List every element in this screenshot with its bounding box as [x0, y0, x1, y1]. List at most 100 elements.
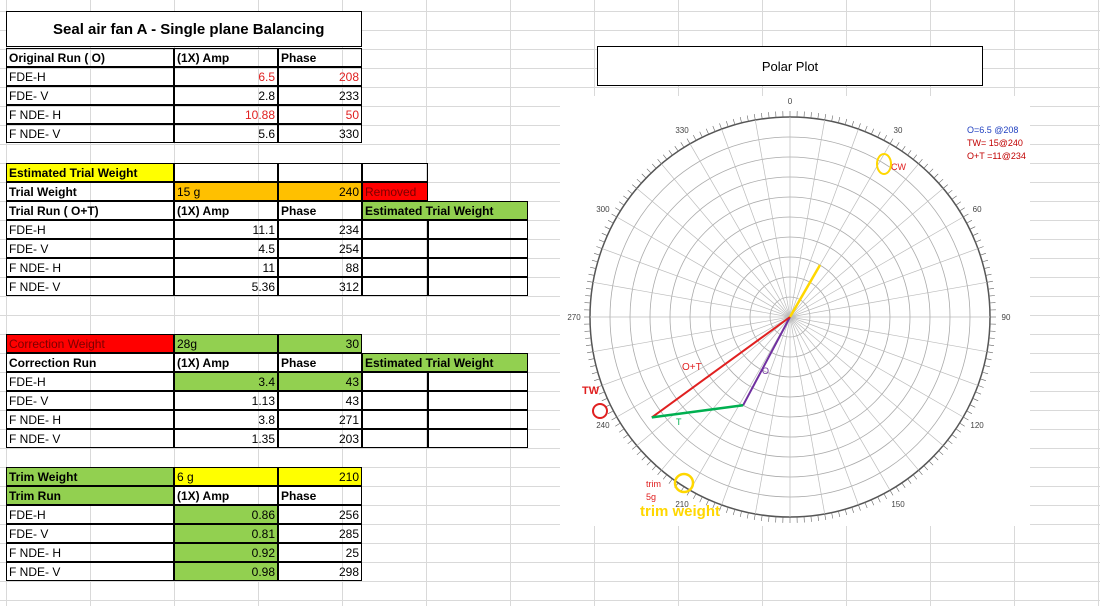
correction-row-amp[interactable]: 3.4 [174, 372, 278, 391]
polar-spoke [689, 143, 791, 318]
trial-weight-angle[interactable]: 240 [278, 182, 362, 201]
empty-cell[interactable] [428, 258, 528, 277]
correction-weight-label[interactable]: Correction Weight [6, 334, 174, 353]
original-row-amp[interactable]: 2.8 [174, 86, 278, 105]
correction-run-header-phase[interactable]: Phase [278, 353, 362, 372]
trial-row-label[interactable]: FDE-H [6, 220, 174, 239]
correction-run-header-estimate[interactable]: Estimated Trial Weight [362, 353, 528, 372]
trim-row-phase[interactable]: 25 [278, 543, 362, 562]
trim-row-amp[interactable]: 0.92 [174, 543, 278, 562]
trial-row-label[interactable]: F NDE- V [6, 277, 174, 296]
correction-row-amp[interactable]: 1.13 [174, 391, 278, 410]
original-row-amp[interactable]: 6.5 [174, 67, 278, 86]
empty-cell[interactable] [428, 410, 528, 429]
trim-row-amp[interactable]: 0.86 [174, 505, 278, 524]
polar-tick [623, 195, 629, 200]
correction-row-amp[interactable]: 3.8 [174, 410, 278, 429]
trim-row-phase[interactable]: 256 [278, 505, 362, 524]
trim-run-header-amp[interactable]: (1X) Amp [174, 486, 278, 505]
empty-cell[interactable] [174, 163, 278, 182]
trial-row-phase[interactable]: 88 [278, 258, 362, 277]
polar-tick [877, 131, 881, 138]
original-row-phase[interactable]: 208 [278, 67, 362, 86]
correction-row-phase[interactable]: 271 [278, 410, 362, 429]
empty-cell[interactable] [428, 239, 528, 258]
correction-run-header-label[interactable]: Correction Run [6, 353, 174, 372]
trim-row-phase[interactable]: 298 [278, 562, 362, 581]
original-row-amp[interactable]: 10.88 [174, 105, 278, 124]
trial-row-amp[interactable]: 4.5 [174, 239, 278, 258]
trim-row-label[interactable]: FDE-H [6, 505, 174, 524]
empty-cell[interactable] [428, 372, 528, 391]
empty-cell[interactable] [362, 410, 428, 429]
empty-cell[interactable] [362, 163, 428, 182]
trim-row-label[interactable]: F NDE- H [6, 543, 174, 562]
correction-row-label[interactable]: FDE-H [6, 372, 174, 391]
correction-weight-angle[interactable]: 30 [278, 334, 362, 353]
original-row-label[interactable]: F NDE- H [6, 105, 174, 124]
empty-cell[interactable] [362, 372, 428, 391]
original-row-phase[interactable]: 330 [278, 124, 362, 143]
trim-weight-label[interactable]: Trim Weight [6, 467, 174, 486]
trial-row-phase[interactable]: 312 [278, 277, 362, 296]
correction-run-header-amp[interactable]: (1X) Amp [174, 353, 278, 372]
polar-angle-label: 60 [973, 205, 982, 214]
empty-cell[interactable] [362, 239, 428, 258]
trial-weight-label[interactable]: Trial Weight [6, 182, 174, 201]
trial-weight-value[interactable]: 15 g [174, 182, 278, 201]
correction-row-amp[interactable]: 1.35 [174, 429, 278, 448]
trial-row-amp[interactable]: 11 [174, 258, 278, 277]
trim-row-phase[interactable]: 285 [278, 524, 362, 543]
empty-cell[interactable] [428, 277, 528, 296]
polar-spoke [789, 281, 988, 318]
trial-row-label[interactable]: F NDE- H [6, 258, 174, 277]
empty-cell[interactable] [362, 429, 428, 448]
trial-weight-status[interactable]: Removed [362, 182, 428, 201]
trim-row-amp[interactable]: 0.98 [174, 562, 278, 581]
trim-row-amp[interactable]: 0.81 [174, 524, 278, 543]
original-run-header-amp[interactable]: (1X) Amp [174, 48, 278, 67]
correction-row-phase[interactable]: 203 [278, 429, 362, 448]
empty-cell[interactable] [362, 391, 428, 410]
correction-weight-value[interactable]: 28g [174, 334, 278, 353]
trim-run-header-phase[interactable]: Phase [278, 486, 362, 505]
original-row-label[interactable]: F NDE- V [6, 124, 174, 143]
correction-row-phase[interactable]: 43 [278, 391, 362, 410]
original-row-label[interactable]: FDE-H [6, 67, 174, 86]
empty-cell[interactable] [428, 429, 528, 448]
trim-weight-value[interactable]: 6 g [174, 467, 278, 486]
original-row-phase[interactable]: 233 [278, 86, 362, 105]
empty-cell[interactable] [428, 391, 528, 410]
correction-row-label[interactable]: F NDE- V [6, 429, 174, 448]
trim-row-label[interactable]: FDE- V [6, 524, 174, 543]
original-row-phase[interactable]: 50 [278, 105, 362, 124]
empty-cell[interactable] [278, 163, 362, 182]
polar-plot[interactable]: 0306090120150180210240270300330 TW CW O+… [560, 96, 1030, 538]
polar-tick [596, 385, 603, 388]
correction-row-label[interactable]: FDE- V [6, 391, 174, 410]
trim-weight-angle[interactable]: 210 [278, 467, 362, 486]
polar-plot-title[interactable]: Polar Plot [597, 46, 983, 86]
original-run-header-phase[interactable]: Phase [278, 48, 362, 67]
trim-run-header-label[interactable]: Trim Run [6, 486, 174, 505]
empty-cell[interactable] [362, 220, 428, 239]
correction-row-label[interactable]: F NDE- H [6, 410, 174, 429]
trial-row-amp[interactable]: 11.1 [174, 220, 278, 239]
empty-cell[interactable] [362, 277, 428, 296]
original-run-header-label[interactable]: Original Run ( O) [6, 48, 174, 67]
original-row-label[interactable]: FDE- V [6, 86, 174, 105]
correction-row-phase[interactable]: 43 [278, 372, 362, 391]
trial-run-header-estimate[interactable]: Estimated Trial Weight [362, 201, 528, 220]
original-row-amp[interactable]: 5.6 [174, 124, 278, 143]
estimated-trial-weight-label[interactable]: Estimated Trial Weight [6, 163, 174, 182]
trim-row-label[interactable]: F NDE- V [6, 562, 174, 581]
trial-row-amp[interactable]: 5.36 [174, 277, 278, 296]
trial-row-phase[interactable]: 234 [278, 220, 362, 239]
trial-row-phase[interactable]: 254 [278, 239, 362, 258]
trial-run-header-amp[interactable]: (1X) Amp [174, 201, 278, 220]
trial-run-header-label[interactable]: Trial Run ( O+T) [6, 201, 174, 220]
trial-run-header-phase[interactable]: Phase [278, 201, 362, 220]
empty-cell[interactable] [428, 220, 528, 239]
trial-row-label[interactable]: FDE- V [6, 239, 174, 258]
empty-cell[interactable] [362, 258, 428, 277]
